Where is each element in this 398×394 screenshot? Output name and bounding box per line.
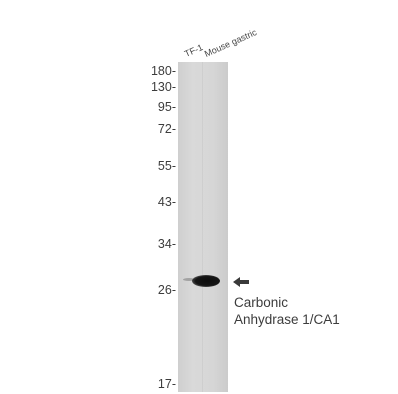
mw-marker-43: 43- <box>157 195 176 209</box>
mw-marker-26: 26- <box>157 283 176 297</box>
band-tf1-faint <box>183 278 195 281</box>
mw-marker-130: 130- <box>150 80 176 94</box>
mw-marker-17: 17- <box>157 377 176 391</box>
mw-marker-95: 95- <box>157 100 176 114</box>
lane-label-mouse-gastric: Mouse gastric <box>202 27 259 59</box>
blot-membrane <box>178 62 228 392</box>
mw-marker-55: 55- <box>157 159 176 173</box>
lane-divider <box>202 62 203 392</box>
left-arrow-icon <box>233 277 249 287</box>
protein-label-line1: Carbonic <box>234 295 289 310</box>
mw-marker-34: 34- <box>157 237 176 251</box>
lane-label-tf1: TF-1 <box>182 42 205 59</box>
protein-label-line2: Anhydrase 1/CA1 <box>234 312 340 327</box>
mw-marker-72: 72- <box>157 122 176 136</box>
mw-marker-180: 180- <box>150 64 176 78</box>
band-mouse-gastric <box>192 275 220 287</box>
